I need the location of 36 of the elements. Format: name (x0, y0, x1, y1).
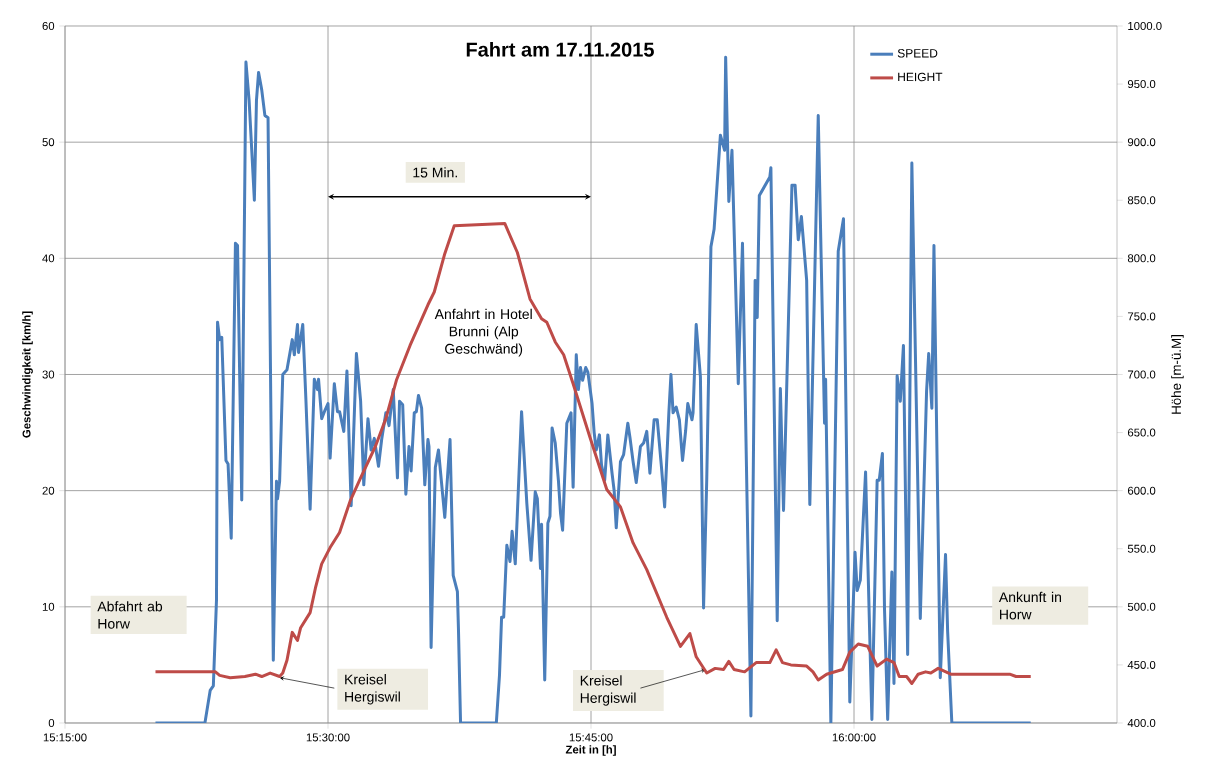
y-tick-label: 60 (42, 21, 55, 30)
y-tick-label: 20 (42, 486, 55, 495)
y-tick-label: 30 (42, 370, 55, 379)
y2-tick-label: 550.0 (1127, 544, 1156, 553)
x-tick-label: 15:45:00 (569, 733, 613, 742)
y-tick-label: 40 (42, 254, 55, 263)
text: Fahrt am 17.11.2015 (466, 42, 654, 57)
x-tick-label: 15:15:00 (43, 733, 87, 742)
y2-tick-label: 800.0 (1127, 254, 1156, 263)
annotation: 15 Min. (413, 167, 457, 178)
x-axis-title: Zeit in [h] (565, 745, 616, 756)
y2-tick-label: 600.0 (1127, 486, 1156, 495)
annotation: Anfahrt in Hotel Brunni (Alp Geschwänd) (434, 308, 532, 357)
annotation: Kreisel Hergiswil (345, 674, 400, 705)
y2-tick-label: 850.0 (1127, 196, 1156, 205)
annotation: Abfahrt ab Horw (97, 601, 163, 629)
annotation: Ankunft in Horw (998, 591, 1061, 620)
y2-tick-label: 700.0 (1127, 370, 1156, 379)
y2-tick-label: 450.0 (1127, 660, 1156, 669)
legend-label: SPEED (897, 49, 938, 58)
annotation: Kreisel Hergiswil (580, 675, 636, 706)
y2-axis-title: Höhe [m-ü.M] (1171, 335, 1184, 414)
y2-tick-label: 750.0 (1127, 312, 1156, 321)
y2-tick-label: 650.0 (1127, 428, 1156, 437)
y2-tick-label: 400.0 (1127, 718, 1156, 727)
y2-tick-label: 1000.0 (1128, 21, 1162, 30)
y-tick-label: 10 (42, 602, 55, 611)
y-axis-title: Geschwindigkeit [km/h] (22, 311, 33, 438)
x-tick-label: 15:30:00 (306, 733, 350, 742)
y-tick-label: 0 (48, 718, 55, 727)
y2-tick-label: 950.0 (1127, 80, 1156, 89)
y2-tick-label: 900.0 (1127, 138, 1156, 147)
y-tick-label: 50 (42, 138, 55, 147)
y2-tick-label: 500.0 (1127, 602, 1156, 611)
legend-label: HEIGHT (898, 72, 943, 82)
x-tick-label: 16:00:00 (832, 733, 876, 742)
